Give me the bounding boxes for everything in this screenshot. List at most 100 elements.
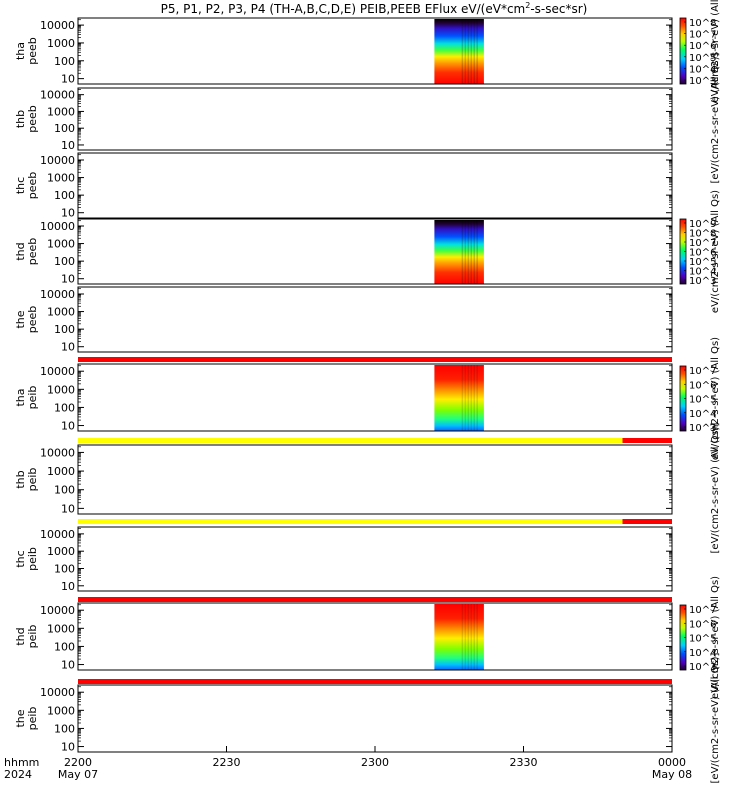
y-tick-label: 100	[54, 255, 75, 268]
colorbar-tha-peeb	[679, 17, 687, 85]
spectrogram-stripe	[473, 365, 476, 431]
spectrogram-stripe	[461, 365, 464, 431]
panel-thb-peib: 10 100 1000 10000 thb peib	[14, 444, 673, 515]
y-tick-label: 1000	[47, 622, 75, 635]
y-tick-label: 10	[61, 580, 75, 593]
spectrogram-stripe	[476, 220, 478, 284]
colorbar-units-label: eV/(cm2-s-sr-eV) (All Qs)	[710, 337, 721, 460]
panel-frame	[77, 152, 673, 219]
side-units-label: [eV/(cm2-s-sr-eV) (All Qs)]	[710, 52, 721, 183]
colorbar-tick-label: 10^4	[689, 648, 716, 659]
y-tick-label: 1000	[47, 704, 75, 717]
panel-type-label: peeb	[26, 105, 39, 133]
quality-bar-segment	[78, 597, 672, 602]
x-date-label: May 07	[58, 768, 98, 781]
spectrogram-stripe	[476, 19, 478, 84]
panel-thc-peib: 10 100 1000 10000 thc peib	[14, 526, 673, 593]
y-tick-label: 10000	[40, 89, 75, 102]
y-tick-label: 10	[61, 273, 75, 286]
colorbar-tick-label: 10^5	[689, 395, 716, 406]
panel-probe-label: tha	[14, 388, 27, 406]
x-date-label: May 08	[652, 768, 692, 781]
x-tick-label: 2200	[64, 756, 92, 769]
colorbar-units-label: eV/(cm2-s-sr-eV) (All Qs)	[710, 576, 721, 699]
colorbar-tick-label: 10^4	[689, 267, 716, 278]
panel-probe-label: thd	[14, 627, 27, 645]
colorbar-tick-label: 10^3	[689, 662, 716, 673]
colorbar-units-label: eV/(cm2-s-sr-eV) (All	[710, 0, 721, 102]
y-tick-label: 100	[54, 484, 75, 497]
spectrogram-stripe	[461, 220, 464, 284]
y-tick-label: 10	[61, 420, 75, 433]
y-tick-label: 10000	[40, 446, 75, 459]
spectrogram-stripe	[464, 604, 467, 670]
panel-frame	[77, 444, 673, 515]
quality-bar-segment	[622, 438, 672, 443]
panel-the-peib: 10 100 1000 10000 the peib	[14, 684, 673, 754]
colorbar-tick-label: 10^5	[689, 53, 716, 64]
y-tick-label: 100	[54, 640, 75, 653]
colorbar-tick-label: 10^5	[689, 634, 716, 645]
colorbar-tick-label: 10^7	[689, 605, 716, 616]
colorbar-units-label: eV/(cm2-s-sr-eV) (All Qs)	[710, 190, 721, 313]
panel-the-peeb: 10 100 1000 10000 the peeb	[14, 286, 673, 354]
quality-bar-segment	[78, 357, 672, 362]
colorbar-tick-label: 10^4	[689, 64, 716, 75]
spectrogram-stripe	[467, 604, 470, 670]
panel-type-label: peeb	[26, 37, 39, 65]
y-tick-label: 10000	[40, 365, 75, 378]
colorbar-tick-label: 10^3	[689, 423, 716, 434]
time-row1-label: hhmm	[4, 756, 39, 769]
y-tick-label: 10	[61, 139, 75, 152]
panel-type-label: peeb	[26, 172, 39, 200]
spectrogram-stripe	[470, 220, 473, 284]
spectrogram-data-tha-peeb	[434, 19, 484, 84]
panel-frame	[77, 218, 673, 285]
panel-type-label: peeb	[26, 238, 39, 266]
y-tick-label: 100	[54, 323, 75, 336]
colorbar-tick-label: 10^3	[689, 276, 716, 287]
chart-title: P5, P1, P2, P3, P4 (TH-A,B,C,D,E) PEIB,P…	[161, 1, 588, 16]
panel-frame	[77, 684, 673, 753]
spectrogram-stripe	[473, 220, 476, 284]
panel-type-label: peib	[26, 547, 39, 571]
panel-frame	[77, 17, 673, 85]
x-tick-label: 2230	[213, 756, 241, 769]
spectrogram-stripe	[467, 19, 470, 84]
panel-probe-label: thd	[14, 242, 27, 260]
spectrogram-stripe	[464, 19, 467, 84]
spectrogram-stripe	[461, 604, 464, 670]
y-tick-label: 1000	[47, 545, 75, 558]
spectrogram-stripe	[470, 19, 473, 84]
quality-bar-segment	[78, 438, 623, 443]
side-units-label: [eV/(cm2-s-sr-eV) (All Qs)]	[710, 422, 721, 553]
panel-frame	[77, 87, 673, 151]
colorbar-tick-label: 10^3	[689, 76, 716, 87]
y-tick-label: 10000	[40, 154, 75, 167]
colorbar-tick-label: 10^5	[689, 257, 716, 268]
spectrogram-stripe	[467, 220, 470, 284]
spectrogram-stripe	[467, 365, 470, 431]
y-tick-label: 10000	[40, 220, 75, 233]
panel-thd-peib: 10 100 1000 10000 thd peib	[14, 602, 673, 672]
spectrogram-data-thd-peeb	[434, 220, 484, 284]
spectrogram-stripe	[476, 604, 478, 670]
y-tick-label: 10000	[40, 19, 75, 32]
panel-probe-label: thc	[14, 550, 27, 567]
y-tick-label: 100	[54, 401, 75, 414]
y-tick-label: 10000	[40, 604, 75, 617]
panel-probe-label: the	[14, 310, 27, 328]
spectrogram-stripe	[473, 604, 476, 670]
spectrogram-stripe	[473, 19, 476, 84]
y-tick-label: 100	[54, 55, 75, 68]
spectrogram-stripe	[461, 19, 464, 84]
panel-tha-peeb: 10 100 1000 10000 tha peeb	[14, 17, 673, 86]
spectrogram-stripe	[476, 365, 478, 431]
y-tick-label: 1000	[47, 465, 75, 478]
colorbar-tick-label: 10^7	[689, 366, 716, 377]
panel-frame	[77, 602, 673, 671]
spectrogram-stripe	[470, 365, 473, 431]
y-tick-label: 1000	[47, 383, 75, 396]
panel-type-label: peib	[26, 468, 39, 492]
